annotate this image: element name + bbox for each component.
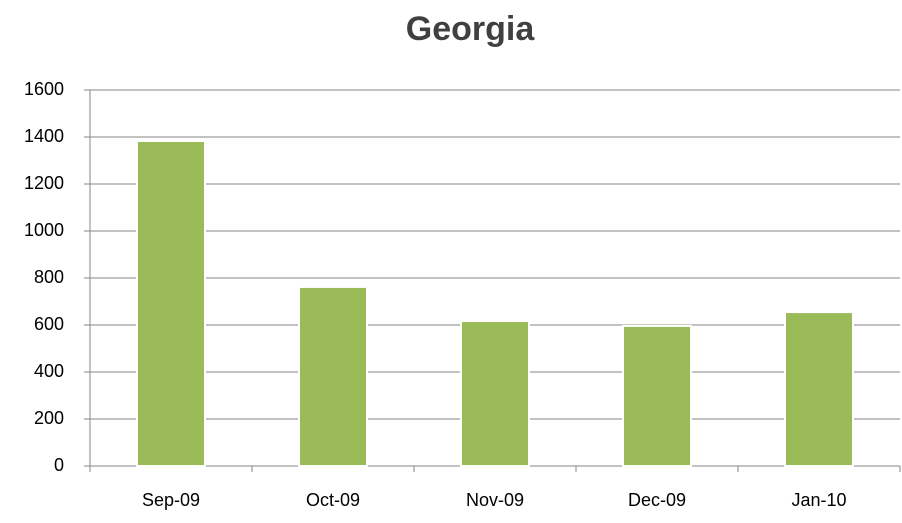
y-tick-label: 1000: [24, 220, 64, 240]
y-tick-label: 1200: [24, 173, 64, 193]
x-tick-label: Dec-09: [628, 490, 686, 510]
y-tick-label: 800: [34, 267, 64, 287]
y-tick-label: 1600: [24, 79, 64, 99]
bar: [136, 139, 206, 467]
x-tick-label: Sep-09: [142, 490, 200, 510]
bar: [460, 320, 530, 467]
bar: [622, 324, 692, 467]
y-tick-label: 200: [34, 408, 64, 428]
y-tick-label: 1400: [24, 126, 64, 146]
chart-title: Georgia: [406, 10, 536, 48]
y-tick-label: 0: [54, 455, 64, 475]
bar: [298, 285, 368, 467]
y-tick-label: 400: [34, 361, 64, 381]
x-tick-label: Oct-09: [306, 490, 360, 510]
y-tick-label: 600: [34, 314, 64, 334]
x-tick-label: Nov-09: [466, 490, 524, 510]
x-tick-label: Jan-10: [791, 490, 846, 510]
bar: [784, 311, 854, 468]
